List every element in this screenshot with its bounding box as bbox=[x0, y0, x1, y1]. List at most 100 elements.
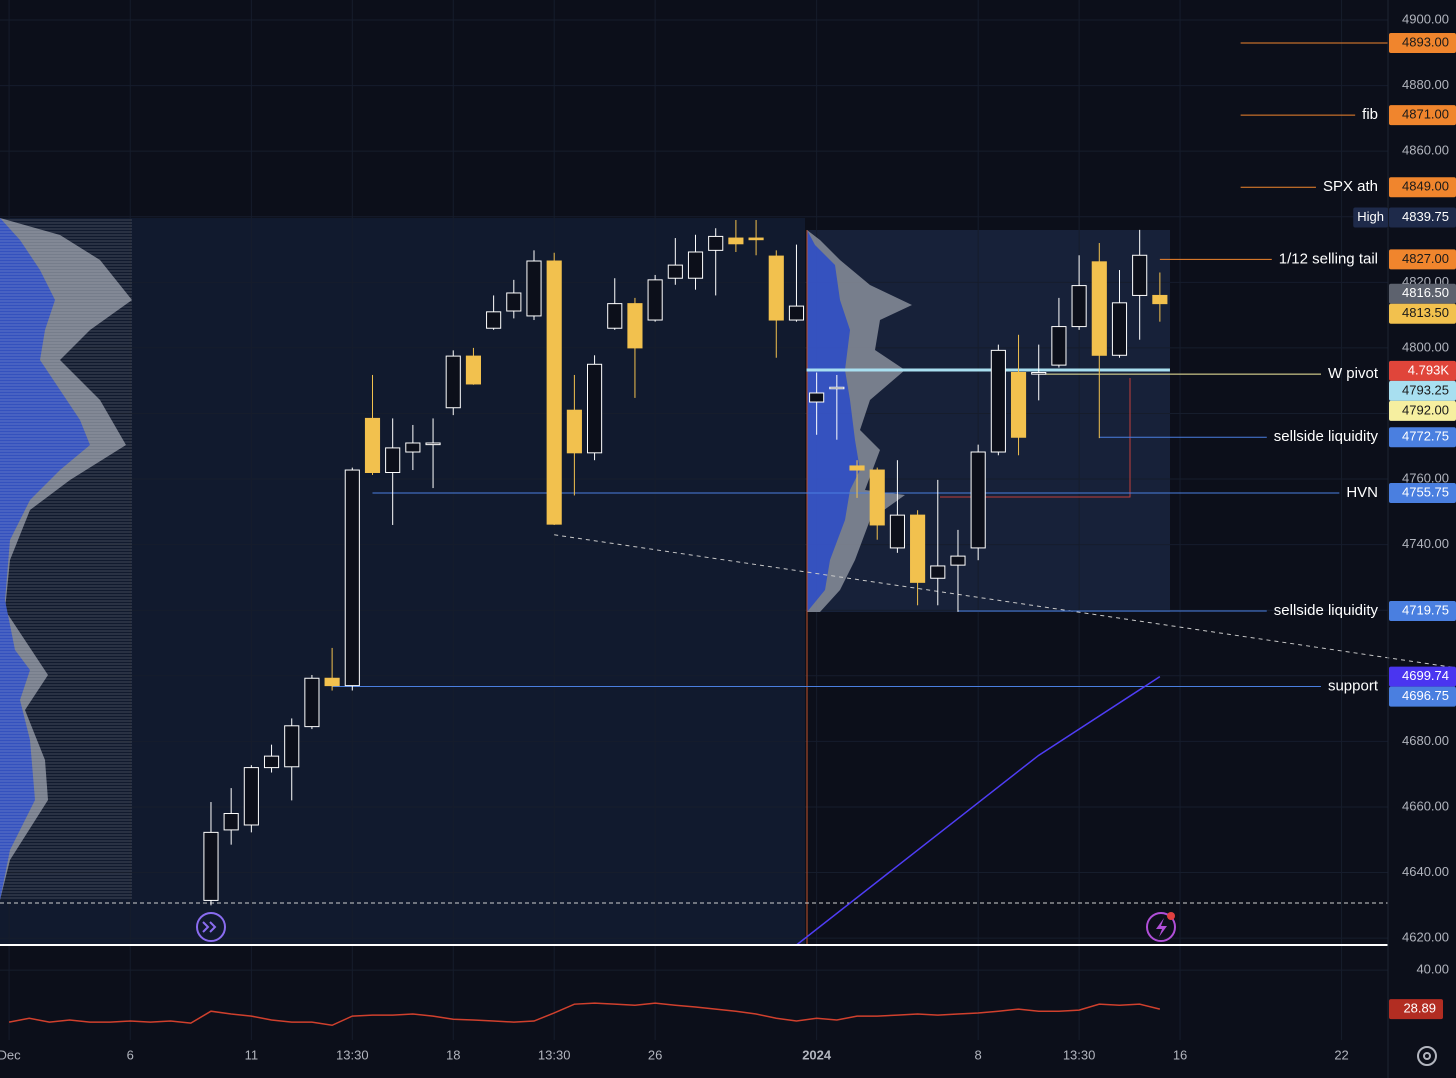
price-label-box bbox=[1389, 380, 1456, 401]
x-tick-label: Dec bbox=[0, 1047, 21, 1062]
candle-body bbox=[687, 251, 704, 279]
y-tick-label: 4800.00 bbox=[1402, 339, 1449, 354]
price-label-box bbox=[1389, 686, 1456, 707]
x-tick-label: 6 bbox=[127, 1047, 134, 1062]
price-label-box bbox=[1389, 482, 1456, 503]
price-label-box bbox=[1389, 177, 1456, 198]
candle-body bbox=[1111, 302, 1128, 356]
candle-body bbox=[223, 813, 239, 831]
candle-body bbox=[970, 451, 986, 549]
y-tick-label: 4620.00 bbox=[1402, 930, 1449, 945]
icon-circle[interactable] bbox=[196, 912, 226, 942]
price-label-box bbox=[1389, 249, 1456, 270]
candle-body bbox=[627, 303, 643, 349]
candle-body bbox=[667, 264, 683, 279]
candle-body bbox=[748, 237, 764, 241]
gear-hub[interactable] bbox=[1423, 1052, 1431, 1060]
level-annotation: support bbox=[1328, 677, 1379, 694]
candle-body bbox=[425, 442, 441, 446]
level-annotation: W pivot bbox=[1328, 365, 1379, 382]
candle-body bbox=[788, 305, 805, 321]
price-label: 4.793K bbox=[1408, 362, 1450, 377]
candle-body bbox=[768, 255, 784, 321]
price-label-box bbox=[1389, 666, 1456, 687]
price-label-box bbox=[1389, 400, 1456, 421]
candle-body bbox=[829, 386, 845, 390]
candle-body bbox=[344, 469, 360, 687]
replay-icon[interactable] bbox=[196, 912, 226, 942]
candle-body bbox=[465, 355, 482, 385]
icon-glyph[interactable] bbox=[202, 921, 217, 933]
candle-body bbox=[809, 392, 825, 403]
candle-body bbox=[607, 303, 623, 329]
x-tick-label: 11 bbox=[245, 1047, 259, 1062]
candle-body bbox=[506, 292, 522, 312]
price-tag-box bbox=[1353, 207, 1388, 228]
candle-body bbox=[304, 677, 320, 728]
x-tick-label: 16 bbox=[1173, 1047, 1187, 1062]
price-label: 4893.00 bbox=[1402, 34, 1449, 49]
price-label: 4719.75 bbox=[1402, 602, 1449, 617]
candle-body bbox=[324, 677, 340, 687]
candle-body bbox=[203, 831, 219, 901]
y-tick-label: 4640.00 bbox=[1402, 864, 1449, 879]
price-label: 4816.50 bbox=[1402, 285, 1449, 300]
level-annotation: sellside liquidity bbox=[1274, 602, 1379, 619]
x-tick-label: 13:30 bbox=[538, 1047, 571, 1062]
price-label: 4772.75 bbox=[1402, 429, 1449, 444]
y-tick-label: 4680.00 bbox=[1402, 733, 1449, 748]
candle-body bbox=[950, 555, 966, 566]
icon-circle[interactable] bbox=[1146, 912, 1176, 942]
candle-body bbox=[445, 355, 461, 409]
gear[interactable] bbox=[1417, 1046, 1437, 1066]
level-annotation: HVN bbox=[1346, 484, 1378, 501]
y-tick-label: 4860.00 bbox=[1402, 143, 1449, 158]
x-tick-label: 26 bbox=[648, 1047, 662, 1062]
candle-body bbox=[990, 349, 1006, 453]
candle-body bbox=[647, 279, 663, 321]
candle-body bbox=[1031, 371, 1047, 375]
x-tick-label: 8 bbox=[975, 1047, 982, 1062]
price-label-box bbox=[1389, 601, 1456, 622]
marks: fib SPX ath 1/12 selling tail W pivot sellsi… bbox=[8, 42, 1455, 1027]
candle-body bbox=[486, 311, 502, 329]
price-label: 4871.00 bbox=[1402, 107, 1449, 122]
candle-body bbox=[243, 767, 259, 826]
candle-body bbox=[1091, 261, 1107, 356]
box-outline bbox=[940, 378, 1131, 498]
level-annotation: 1/12 selling tail bbox=[1279, 250, 1378, 267]
settings-icon[interactable] bbox=[1417, 1046, 1437, 1066]
indicator-line bbox=[8, 1002, 1161, 1027]
price-label: 4696.75 bbox=[1402, 688, 1449, 703]
price-label: 4849.00 bbox=[1402, 179, 1449, 194]
icon-glyph[interactable] bbox=[1156, 918, 1167, 937]
icon-dot bbox=[1167, 912, 1175, 920]
candle-body bbox=[910, 514, 926, 583]
price-label: 4792.00 bbox=[1402, 402, 1449, 417]
alert-icon[interactable] bbox=[1146, 912, 1176, 942]
indicator-value-label: 28.89 bbox=[1403, 1001, 1436, 1016]
price-label-box bbox=[1389, 360, 1456, 381]
candle-body bbox=[849, 465, 865, 471]
price-label-box bbox=[1389, 283, 1456, 304]
y-tick-label: 4900.00 bbox=[1402, 11, 1449, 26]
candle-body bbox=[1152, 294, 1168, 305]
price-tag: High bbox=[1357, 209, 1384, 224]
candle-body bbox=[708, 235, 724, 251]
level-annotation: SPX ath bbox=[1323, 178, 1378, 195]
candle-body bbox=[546, 260, 562, 525]
candle-body bbox=[1051, 326, 1067, 366]
y2-tick-label: 40.00 bbox=[1416, 962, 1449, 977]
level-annotation: fib bbox=[1362, 106, 1378, 123]
y-tick-label: 4760.00 bbox=[1402, 470, 1449, 485]
price-label-box bbox=[1389, 32, 1456, 53]
x-tick-label: 13:30 bbox=[336, 1047, 369, 1062]
price-label-box bbox=[1389, 207, 1456, 228]
level-annotation: sellside liquidity bbox=[1274, 428, 1379, 445]
candle-body bbox=[728, 237, 744, 245]
price-label-box bbox=[1389, 303, 1456, 324]
y-tick-label: 4740.00 bbox=[1402, 536, 1449, 551]
y-tick-label: 4880.00 bbox=[1402, 77, 1449, 92]
price-label-box bbox=[1389, 427, 1456, 448]
